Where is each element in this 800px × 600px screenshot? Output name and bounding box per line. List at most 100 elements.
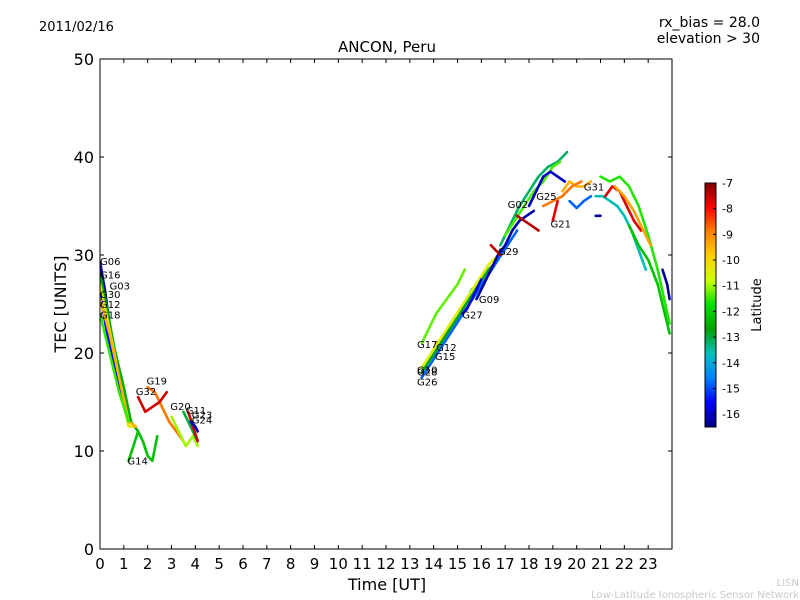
series-g31h: [613, 185, 652, 247]
x-tick-label: 16: [472, 555, 491, 573]
x-tick-label: 6: [238, 555, 248, 573]
prn-label-g09: G09: [479, 295, 499, 306]
prn-label-g29: G29: [498, 247, 518, 258]
colorbar-tick-label: -9: [722, 228, 733, 241]
rx-bias-label: rx_bias = 28.0: [659, 15, 760, 31]
x-tick-label: 15: [448, 555, 467, 573]
colorbar-tick-label: -14: [722, 357, 740, 370]
x-tick-label: 22: [615, 555, 634, 573]
series-g24: [189, 420, 199, 433]
y-tick-label: 40: [74, 148, 94, 167]
prn-label-g23: G23: [192, 411, 212, 422]
x-tick-label: 0: [95, 555, 105, 573]
prn-label-g26: G26: [417, 377, 437, 388]
prn-label-g31: G31: [584, 182, 604, 193]
y-tick-label: 50: [74, 50, 94, 69]
prn-label-g16: G16: [100, 271, 120, 282]
x-tick-label: 14: [424, 555, 443, 573]
prn-label-g06: G06: [100, 257, 120, 268]
series-layer: [100, 150, 671, 463]
x-tick-label: 12: [376, 555, 395, 573]
prn-label-g12: G12: [436, 343, 456, 354]
prn-label-g21: G21: [551, 220, 571, 231]
series-g02: [499, 150, 569, 247]
series-g10: [420, 243, 509, 370]
footer-lisn: LISN: [777, 578, 799, 589]
colorbar: [704, 182, 717, 428]
y-tick-label: 10: [74, 442, 94, 461]
series-g18: [100, 312, 130, 423]
y-tick-label: 0: [84, 540, 94, 559]
series-g31e: [594, 194, 648, 272]
x-tick-label: 2: [143, 555, 153, 573]
prn-label-g11: G11: [186, 406, 206, 417]
axis-layer: 0 1 2 3 4 5 6 7 8 9 10 11 12 13 14 15 16 17 18 19 20 21 22 2301…: [74, 50, 672, 573]
series-g20: [170, 415, 199, 448]
series-g31b: [541, 180, 583, 208]
x-tick-label: 13: [400, 555, 419, 573]
footer-network: Low-Latitude Ionospheric Sensor Network: [591, 590, 799, 600]
prn-label-g27: G27: [462, 311, 482, 322]
x-tick-label: 18: [519, 555, 538, 573]
colorbar-label: Latitude: [750, 278, 765, 332]
x-tick-label: 19: [543, 555, 562, 573]
series-g21b: [551, 199, 559, 222]
x-tick-label: 17: [496, 555, 515, 573]
colorbar-tick-label: -10: [722, 254, 740, 267]
series-g28: [420, 258, 500, 374]
series-g19: [146, 385, 185, 443]
series-g25: [527, 170, 567, 208]
elevation-label: elevation > 30: [657, 31, 760, 47]
prn-label-g24: G24: [192, 416, 212, 427]
plot-area: [100, 59, 672, 549]
prn-label-g30: G30: [100, 290, 120, 301]
x-tick-label: 10: [329, 555, 348, 573]
colorbar-tick-label: -7: [722, 177, 733, 190]
x-tick-label: 21: [591, 555, 610, 573]
series-g31j: [627, 224, 671, 335]
prn-label-g18: G18: [100, 311, 120, 322]
x-tick-label: 4: [191, 555, 201, 573]
series-g31c: [568, 194, 593, 210]
prn-label-g28: G28: [417, 368, 437, 379]
x-tick-label: 11: [353, 555, 372, 573]
prn-label-g19: G19: [147, 376, 167, 387]
date-label: 2011/02/16: [39, 20, 114, 35]
x-tick-label: 1: [119, 555, 129, 573]
series-g23: [186, 410, 199, 443]
series-g29: [489, 243, 502, 257]
x-tick-label: 5: [214, 555, 224, 573]
chart-title: ANCON, Peru: [338, 38, 436, 56]
colorbar-tick-label: -16: [722, 408, 740, 421]
y-axis-label: TEC [UNITS]: [51, 256, 70, 354]
colorbar-tick-label: -12: [722, 305, 740, 318]
series-g12: [100, 297, 138, 428]
x-tick-label: 23: [639, 555, 658, 573]
colorbar-tick-label: -11: [722, 280, 740, 293]
colorbar-tick-label: -15: [722, 382, 740, 395]
prn-label-g12: G12: [100, 300, 120, 311]
x-tick-label: 3: [167, 555, 177, 573]
x-tick-label: 7: [262, 555, 272, 573]
y-tick-label: 30: [74, 246, 94, 265]
series-g02b: [503, 160, 562, 237]
series-g27: [460, 278, 483, 316]
prn-label-g14: G14: [127, 457, 147, 468]
prn-label-g17: G17: [417, 340, 437, 351]
x-axis-label: Time [UT]: [347, 575, 426, 594]
colorbar-tick-label: -13: [722, 331, 740, 344]
prn-label-g15: G15: [435, 352, 455, 363]
series-g31g: [603, 185, 643, 232]
y-tick-label: 20: [74, 344, 94, 363]
series-g31f: [599, 175, 671, 325]
prn-label-g03: G03: [110, 281, 130, 292]
prn-label-g02: G02: [508, 200, 528, 211]
series-g09: [475, 209, 536, 301]
series-g31i: [661, 268, 671, 301]
x-tick-label: 20: [567, 555, 586, 573]
x-tick-label: 8: [286, 555, 296, 573]
colorbar-tick-label: -8: [722, 203, 733, 216]
x-tick-label: 9: [310, 555, 320, 573]
prn-label-g25: G25: [536, 192, 556, 203]
